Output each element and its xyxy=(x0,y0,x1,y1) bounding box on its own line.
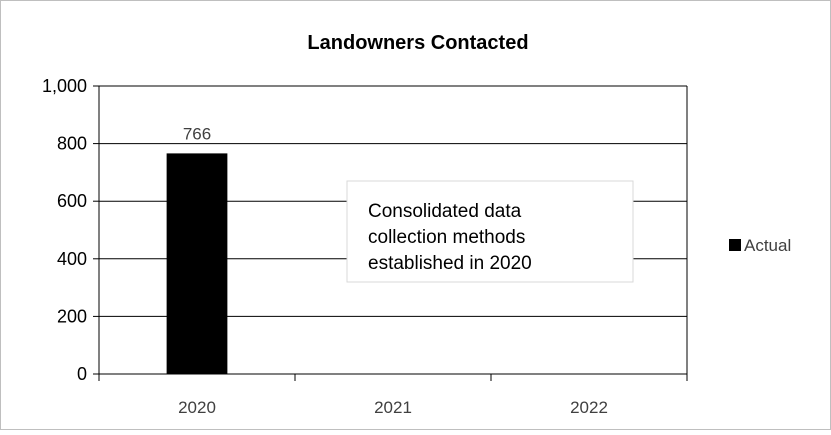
y-tick-label: 800 xyxy=(57,134,87,154)
y-tick-label: 0 xyxy=(77,364,87,384)
y-tick-label: 200 xyxy=(57,306,87,326)
annotation-line-2: collection methods xyxy=(368,227,525,248)
x-axis-ticks: 2020 2021 2022 xyxy=(98,374,688,417)
legend-swatch-actual xyxy=(729,239,741,251)
annotation-box xyxy=(346,180,634,283)
annotation: Consolidated data collection methods est… xyxy=(346,180,634,283)
x-tick-label: 2021 xyxy=(374,398,412,417)
axes xyxy=(98,86,688,375)
annotation-line-3: established in 2020 xyxy=(368,253,532,274)
x-tick-label: 2022 xyxy=(570,398,608,417)
bar-2020 xyxy=(166,153,228,374)
legend-label-actual: Actual xyxy=(744,236,791,255)
data-label-2020: 766 xyxy=(183,124,211,143)
y-tick-label: 1,000 xyxy=(42,76,87,96)
annotation-line-1: Consolidated data xyxy=(368,201,522,222)
y-tick-label: 400 xyxy=(57,249,87,269)
chart-title: Landowners Contacted xyxy=(307,32,528,54)
legend: Actual xyxy=(729,236,791,255)
data-labels: 766 xyxy=(183,124,211,143)
y-tick-label: 600 xyxy=(57,191,87,211)
y-axis-ticks: 0 200 400 600 800 1,000 xyxy=(42,76,99,384)
bars xyxy=(166,153,228,374)
x-tick-label: 2020 xyxy=(178,398,216,417)
